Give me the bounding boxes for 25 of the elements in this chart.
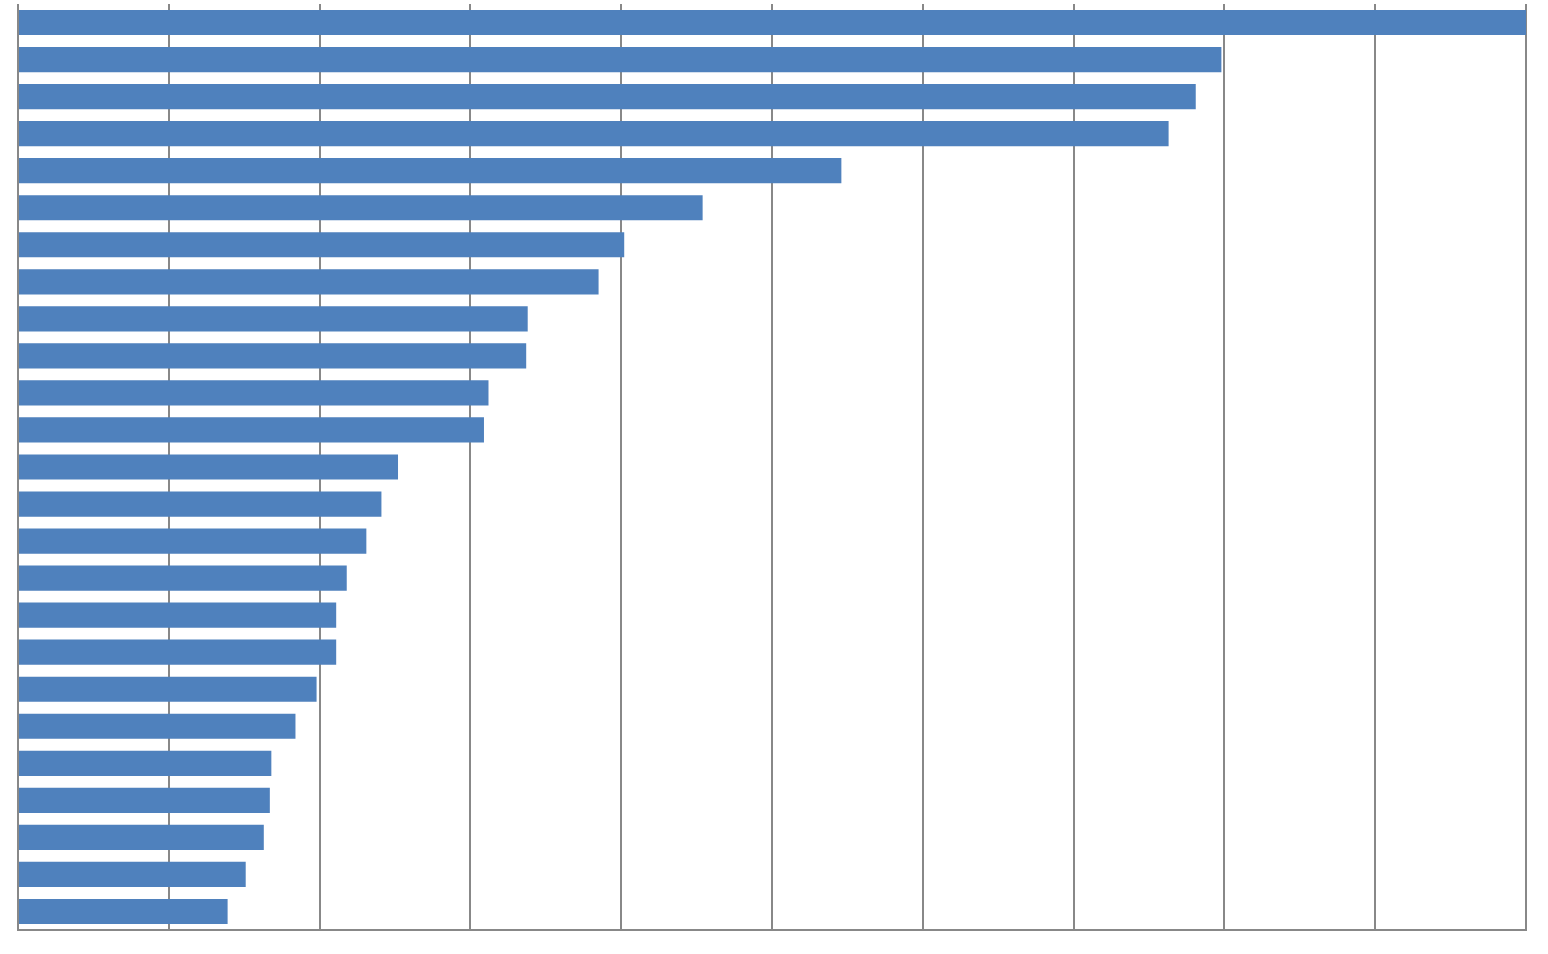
bar [19,158,842,184]
bar [19,676,317,702]
bar [19,713,296,739]
bar [19,417,484,443]
bar [19,84,1196,110]
bar [19,861,246,888]
bar [19,824,264,850]
bar [19,750,272,776]
bar [19,787,270,813]
bar [19,380,489,406]
bar [19,343,527,369]
bar [19,306,528,332]
bar [19,454,399,480]
bar [19,269,599,295]
bar [19,602,337,628]
bar [19,46,1222,73]
bar [19,195,703,221]
bar [19,565,347,591]
bar [19,639,337,665]
bar [19,121,1169,147]
bar [19,528,367,554]
bar [19,232,625,258]
bar [19,898,228,925]
bar [19,9,1526,36]
bar [19,491,382,517]
